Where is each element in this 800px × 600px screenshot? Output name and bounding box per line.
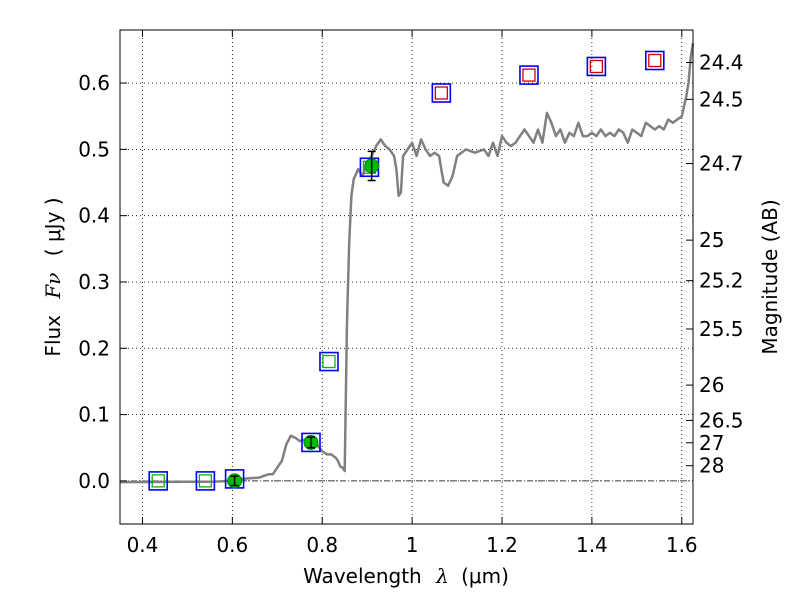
y-tick-label: 0.4: [78, 204, 110, 228]
magnitude-tick-label: 27: [699, 431, 724, 455]
magnitude-tick-label: 25: [699, 228, 724, 252]
y-axis-label: Flux Fν ( μJy ): [41, 197, 65, 356]
x-tick-label: 1.2: [486, 533, 518, 557]
x-axis-label-unit: (μm): [461, 564, 509, 588]
model-flux-square: [195, 471, 216, 491]
model-flux-square: [319, 351, 339, 372]
y-tick-label: 0.6: [78, 71, 110, 95]
model-flux-square: [148, 471, 168, 491]
x-axis-label-text: Wavelength: [303, 564, 422, 588]
observed-flux-square: [198, 474, 213, 488]
x-axis-label-symbol: λ: [435, 564, 449, 588]
x-axis-ticks: 0.4 0.6 0.8 1 1.2 1.4 1.6: [127, 30, 698, 557]
observed-flux-square: [648, 53, 662, 68]
model-flux-square: [301, 432, 321, 453]
y-axis-label-text: Flux: [41, 315, 65, 357]
magnitude-tick-label: 26: [699, 373, 724, 397]
grid: [120, 30, 693, 524]
magnitude-tick-label: 26.5: [699, 408, 744, 432]
x-tick-label: 0.8: [306, 533, 338, 557]
model-flux-square: [644, 50, 665, 71]
magnitude-tick-label: 28: [699, 454, 724, 478]
x-tick-label: 1: [406, 533, 419, 557]
y-axis-label-unit: ( μJy ): [41, 197, 65, 256]
model-flux-square: [431, 83, 452, 103]
plot-frame: [119, 29, 694, 525]
observed-flux-square: [522, 68, 536, 82]
x-tick-label: 1.4: [576, 533, 608, 557]
model-flux-square: [586, 56, 607, 77]
y-tick-label: 0.0: [78, 469, 110, 493]
magnitude-tick-label: 24.5: [699, 87, 744, 111]
y-axis-label-symbol: Fν: [41, 273, 65, 300]
model-flux-square: [519, 65, 539, 85]
x-axis-label: Wavelength λ (μm): [303, 564, 509, 588]
right-axis-label: Magnitude (AB): [758, 199, 782, 354]
x-tick-label: 1.6: [666, 533, 698, 557]
observed-flux-square: [434, 86, 448, 100]
observed-flux-square: [151, 474, 165, 488]
y-tick-label: 0.5: [78, 137, 110, 161]
y-tick-label: 0.1: [78, 403, 110, 427]
x-tick-label: 0.4: [127, 533, 159, 557]
y-tick-label: 0.2: [78, 336, 110, 360]
observed-flux-square: [589, 59, 604, 74]
y-tick-label: 0.3: [78, 270, 110, 294]
magnitude-tick-label: 25.5: [699, 317, 744, 341]
magnitude-tick-label: 25.2: [699, 269, 744, 293]
x-tick-label: 0.6: [216, 533, 248, 557]
observed-flux-square: [322, 354, 336, 369]
photometry-points: [148, 50, 665, 491]
magnitude-tick-label: 24.4: [699, 50, 744, 74]
magnitude-tick-label: 24.7: [699, 152, 744, 176]
y-axis-ticks: 0.0 0.1 0.2 0.3 0.4 0.5 0.6: [78, 71, 127, 493]
